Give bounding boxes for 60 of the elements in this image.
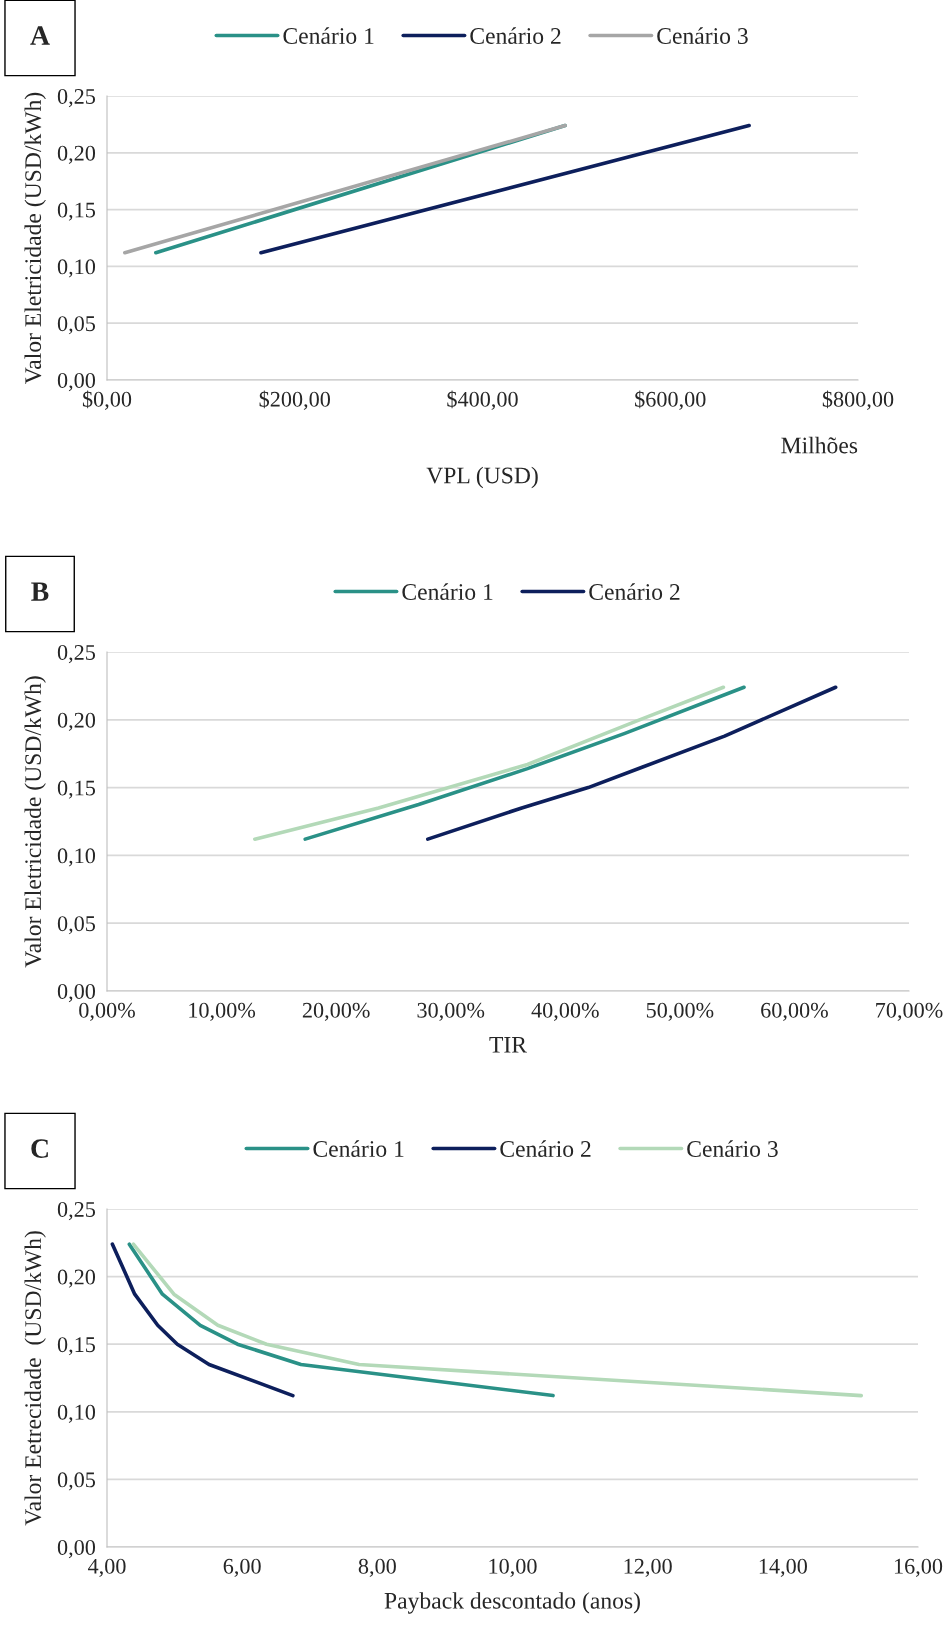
chart-title: C — [31, 1139, 48, 1158]
x-tick-label: 30,00% — [417, 1002, 485, 1021]
line-series — [127, 1242, 555, 1398]
chart-title: A — [30, 26, 50, 45]
text: Milhões — [781, 436, 858, 454]
y-tick-label: 0,15 — [57, 780, 96, 799]
y-tick-label: 0,10 — [57, 259, 96, 278]
legend-label: Cenário 2 — [470, 27, 561, 44]
x-tick-label: 16,00 — [894, 1558, 943, 1577]
y-tick-label: 0,00 — [57, 983, 96, 1003]
x-tick-label: 40,00% — [531, 1002, 599, 1021]
y-axis-title: Valor Eetrecidade (USD/kWh) — [24, 1231, 46, 1526]
x-axis-title: Payback descontado (anos) — [384, 1592, 640, 1614]
x-tick-label: 60,00% — [761, 1002, 828, 1021]
x-tick-label: $600,00 — [635, 390, 706, 410]
x-tick-label: 10,00% — [189, 1002, 256, 1021]
y-tick-label: 0,20 — [57, 712, 96, 731]
y-tick-label: 0,15 — [57, 1337, 96, 1356]
y-tick-label: 0,10 — [57, 1404, 96, 1423]
y-tick-label: 0,05 — [57, 316, 96, 335]
y-tick-label: 0,20 — [57, 1269, 96, 1288]
y-tick-label: 0,05 — [57, 1472, 96, 1491]
x-tick-label: $400,00 — [447, 390, 518, 410]
y-tick-label: 0,25 — [57, 88, 96, 108]
legend-label: Cenário 2 — [589, 583, 680, 600]
line-series — [425, 685, 838, 841]
y-axis-title: Valor Eletricidade (USD/kWh) — [24, 92, 46, 384]
x-tick-label: 10,00 — [489, 1558, 537, 1577]
legend-label: Cenário 1 — [402, 583, 493, 600]
x-tick-label: 12,00 — [624, 1558, 672, 1577]
y-tick-label: 0,00 — [57, 372, 96, 392]
x-tick-label: 20,00% — [302, 1002, 370, 1021]
x-tick-label: $0,00 — [82, 390, 132, 410]
x-tick-label: 0,00% — [79, 1002, 135, 1021]
y-tick-label: 0,10 — [57, 848, 96, 867]
line-series — [131, 1242, 864, 1398]
y-tick-label: 0,25 — [57, 1201, 96, 1221]
y-tick-label: 0,05 — [57, 916, 96, 935]
x-axis-title: TIR — [489, 1037, 527, 1053]
line-series — [110, 1242, 295, 1398]
x-axis-title: VPL (USD) — [426, 466, 538, 489]
legend-label: Cenário 1 — [283, 27, 374, 44]
x-tick-label: $800,00 — [822, 390, 894, 410]
y-tick-label: 0,00 — [57, 1539, 96, 1559]
y-axis-title: Valor Eletricidade (USD/kWh) — [24, 676, 46, 968]
x-tick-label: 8,00 — [358, 1558, 396, 1577]
y-tick-label: 0,25 — [57, 644, 96, 664]
x-tick-label: 6,00 — [223, 1558, 261, 1577]
legend-label: Cenário 1 — [313, 1140, 404, 1157]
x-tick-label: 14,00 — [759, 1558, 807, 1577]
x-tick-label: 50,00% — [646, 1002, 714, 1021]
legend-label: Cenário 3 — [687, 1140, 778, 1157]
y-tick-label: 0,15 — [57, 202, 96, 221]
legend-label: Cenário 3 — [657, 27, 748, 44]
x-tick-label: 4,00 — [87, 1558, 126, 1577]
x-tick-label: $200,00 — [259, 390, 331, 410]
legend-label: Cenário 2 — [500, 1140, 591, 1157]
y-tick-label: 0,20 — [57, 145, 96, 164]
chart-title: B — [31, 582, 49, 601]
x-tick-label: 70,00% — [876, 1002, 943, 1021]
